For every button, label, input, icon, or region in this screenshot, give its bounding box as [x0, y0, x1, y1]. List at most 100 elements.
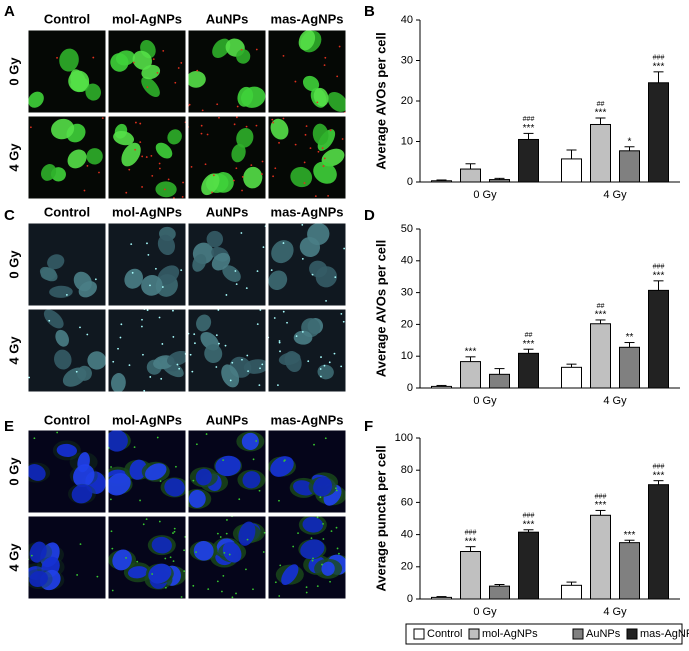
punctum: [139, 141, 142, 143]
micrograph: [188, 309, 266, 392]
cell: [167, 129, 182, 145]
y-tick-label: 40: [401, 529, 413, 541]
punctum: [79, 326, 81, 329]
y-tick-label: 40: [401, 14, 413, 26]
cell: [166, 350, 186, 366]
y-tick-label: 80: [401, 464, 413, 476]
punctum: [279, 350, 281, 353]
punctum: [205, 433, 208, 435]
cell: [67, 149, 87, 169]
punctum: [240, 48, 243, 51]
cell: [110, 53, 129, 72]
punctum: [313, 443, 315, 446]
y-tick-label: 30: [401, 54, 413, 66]
micrograph: [188, 430, 266, 513]
legend-swatch: [413, 628, 425, 640]
punctum: [215, 366, 218, 368]
punctum: [141, 325, 143, 328]
micrograph-bg: [268, 223, 346, 306]
punctum: [340, 313, 343, 315]
cell: [298, 30, 316, 51]
punctum: [255, 124, 258, 127]
punctum: [330, 530, 333, 533]
cell: [307, 223, 330, 246]
significance: ##: [597, 101, 605, 108]
punctum: [274, 581, 277, 584]
punctum: [164, 586, 167, 589]
punctum: [263, 531, 266, 534]
punctum: [226, 519, 228, 521]
micrograph: [28, 516, 106, 599]
punctum: [277, 384, 279, 387]
x-tick-label: 0 Gy: [473, 606, 497, 618]
bar: [590, 123, 611, 183]
punctum: [196, 69, 199, 72]
micrograph: [268, 430, 346, 513]
punctum: [172, 336, 175, 338]
column-label: Control: [44, 204, 90, 219]
significance: ##: [525, 332, 533, 339]
punctum: [207, 588, 210, 591]
punctum: [156, 436, 159, 439]
punctum: [329, 580, 331, 583]
cell: [281, 564, 299, 586]
cell: [240, 86, 266, 108]
punctum: [161, 286, 164, 288]
punctum: [245, 125, 248, 128]
cell: [28, 91, 44, 108]
y-tick-label: 10: [401, 350, 413, 362]
punctum: [338, 45, 341, 48]
cell: [195, 468, 212, 486]
punctum: [111, 547, 114, 550]
punctum: [317, 150, 320, 153]
bar: [518, 352, 539, 389]
cell: [56, 443, 78, 457]
punctum: [48, 319, 51, 322]
punctum: [258, 489, 261, 492]
punctum: [145, 156, 148, 158]
bar: [489, 585, 510, 600]
cell: [212, 38, 231, 58]
punctum: [200, 132, 203, 135]
significance: ***: [523, 339, 535, 350]
punctum: [76, 574, 79, 576]
row-label: 4 Gy: [6, 336, 21, 365]
punctum: [278, 341, 281, 344]
y-tick-label: 10: [401, 135, 413, 147]
cell: [241, 432, 259, 451]
punctum: [158, 167, 161, 170]
cell: [47, 254, 65, 270]
punctum: [335, 487, 337, 490]
y-tick-label: 20: [401, 561, 413, 573]
punctum: [192, 584, 195, 587]
cell: [73, 464, 95, 488]
punctum: [110, 466, 112, 468]
cell: [236, 49, 251, 64]
punctum: [229, 379, 232, 382]
micrograph: [268, 309, 346, 392]
cell: [193, 541, 214, 561]
row-label: 0 Gy: [6, 457, 21, 486]
punctum: [273, 317, 276, 319]
punctum: [162, 49, 165, 52]
punctum: [260, 173, 263, 175]
punctum: [232, 179, 235, 182]
punctum: [259, 367, 261, 370]
cell: [43, 309, 64, 329]
punctum: [335, 489, 338, 492]
cell: [86, 148, 103, 165]
micrograph: [268, 116, 346, 199]
punctum: [314, 195, 317, 198]
punctum: [146, 309, 149, 311]
cell: [302, 75, 320, 92]
punctum: [167, 178, 170, 181]
column-label: mas-AgNPs: [271, 204, 344, 219]
punctum: [204, 163, 207, 166]
legend-label: mas-AgNPs: [640, 628, 689, 640]
cell: [309, 260, 328, 278]
punctum: [139, 122, 142, 125]
punctum: [173, 530, 176, 533]
significance: ###: [653, 55, 665, 62]
cell: [302, 516, 324, 533]
cell: [211, 252, 231, 271]
